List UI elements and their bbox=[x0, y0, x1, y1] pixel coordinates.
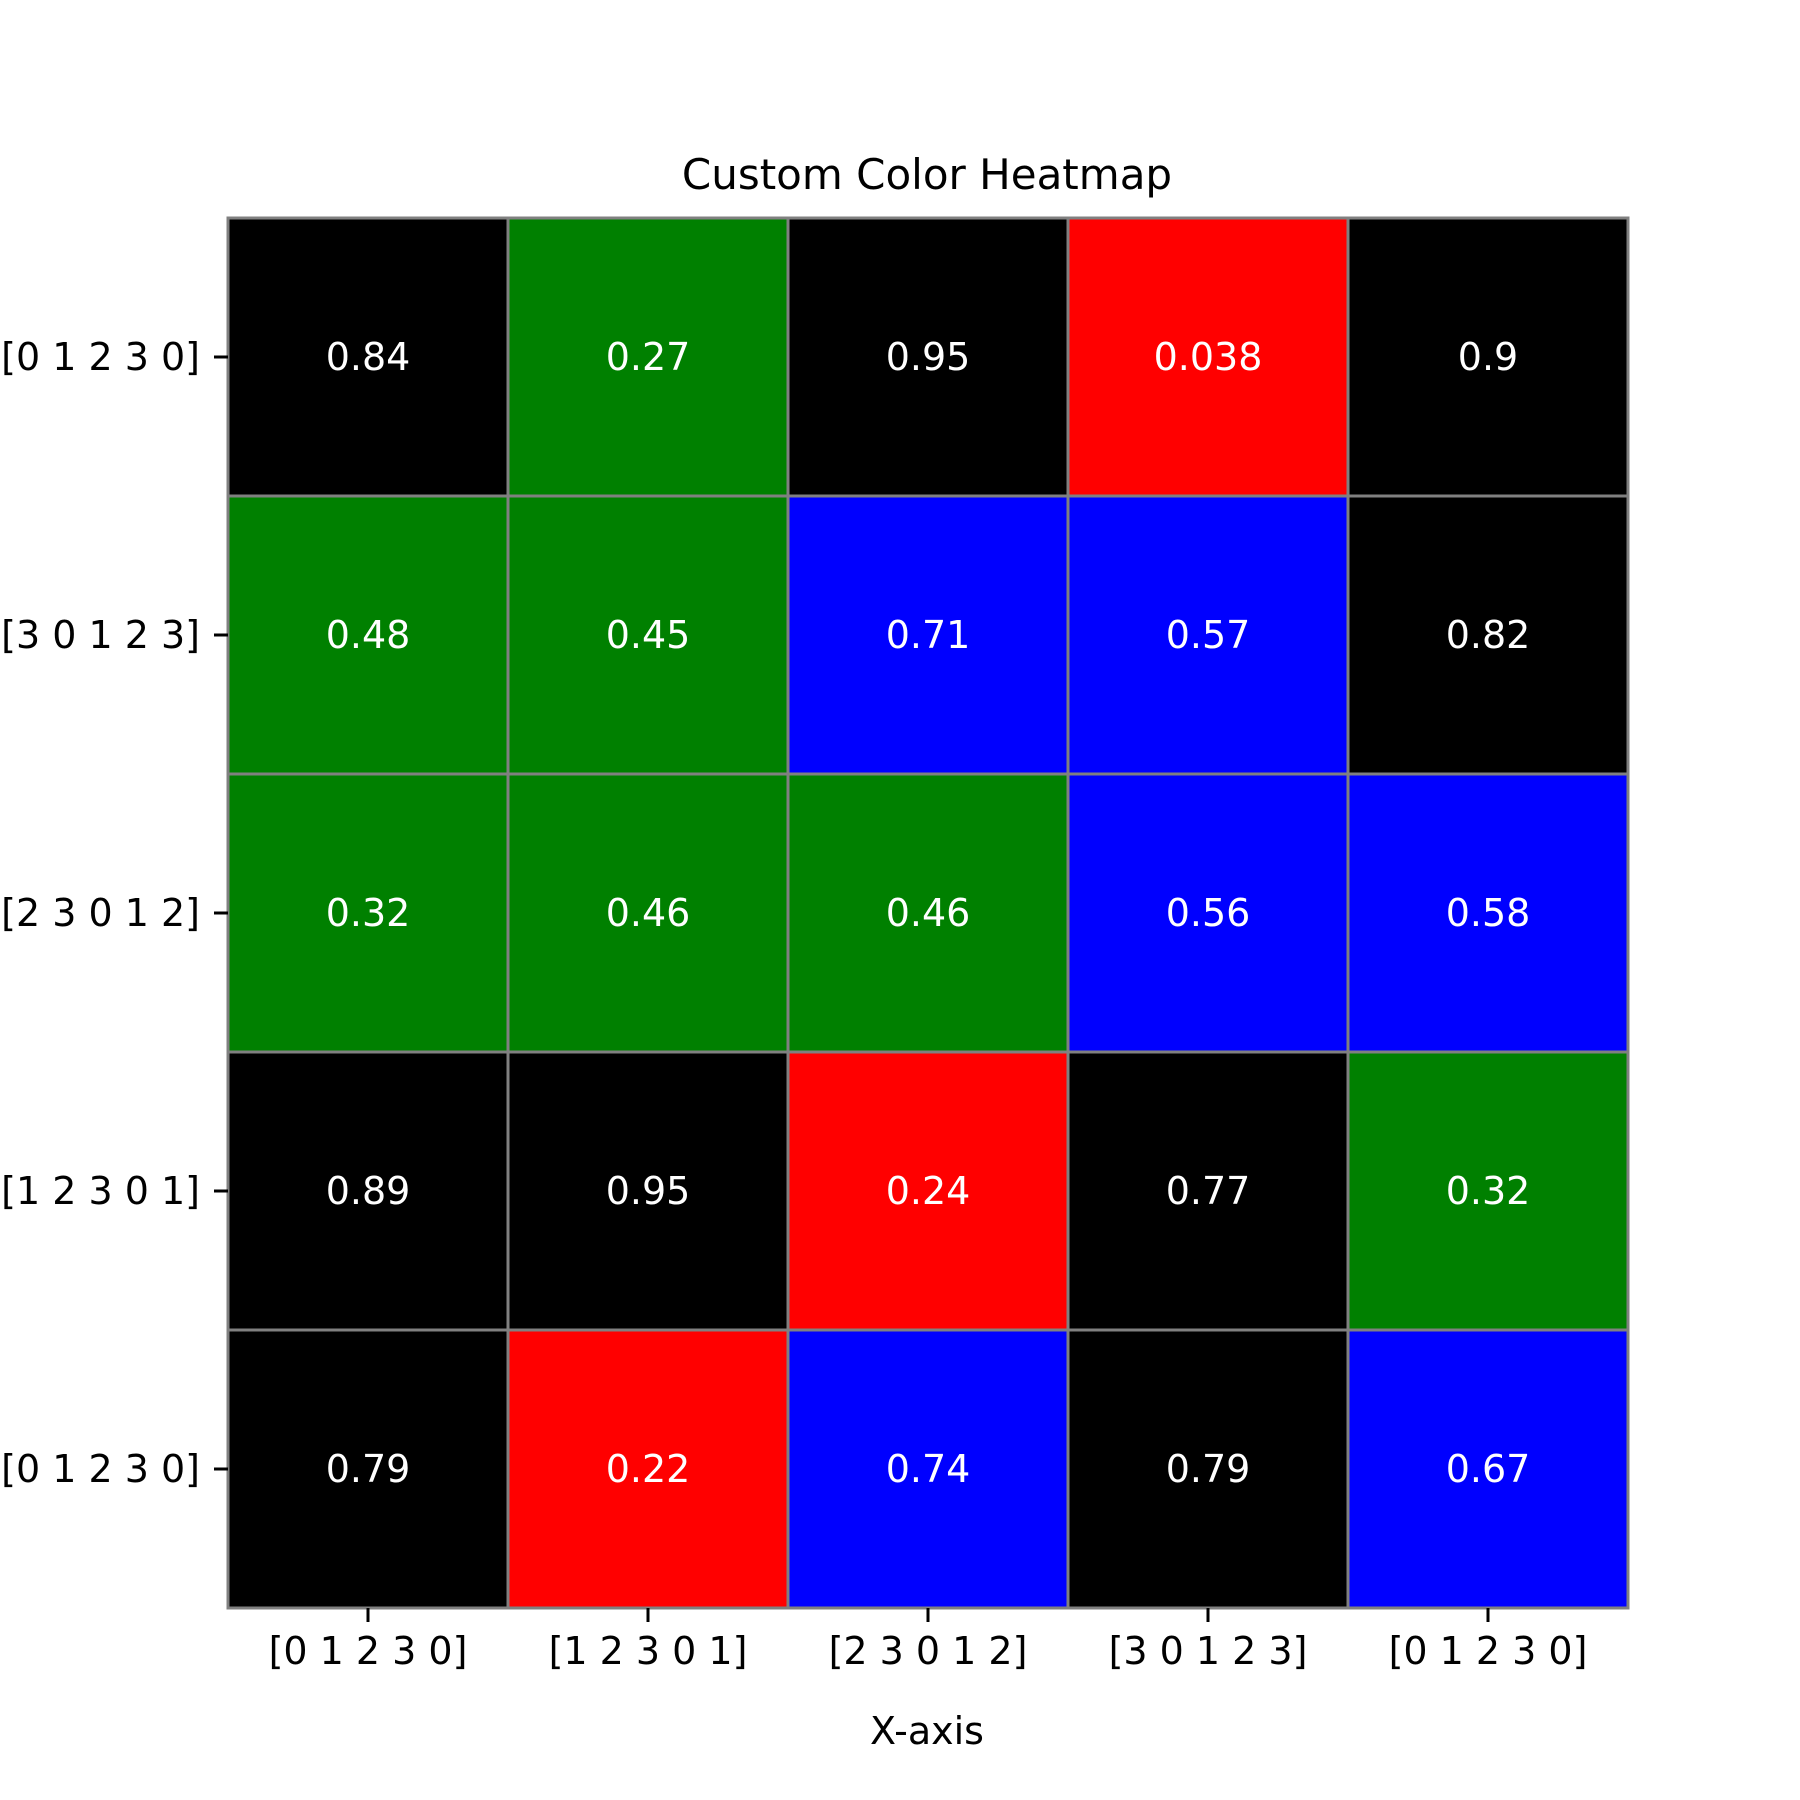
cell-value-label: 0.95 bbox=[606, 1169, 691, 1213]
cell-value-label: 0.24 bbox=[886, 1169, 971, 1213]
cell-value-label: 0.77 bbox=[1166, 1169, 1251, 1213]
cell-value-label: 0.84 bbox=[326, 335, 411, 379]
heatmap-cell bbox=[506, 1328, 790, 1610]
x-tick-label: [0 1 2 3 0] bbox=[1389, 1629, 1588, 1673]
cell-value-label: 0.95 bbox=[886, 335, 971, 379]
heatmap-cell bbox=[1066, 216, 1350, 498]
heatmap-cell bbox=[786, 772, 1070, 1054]
heatmap-cell bbox=[226, 216, 510, 498]
heatmap-cell bbox=[786, 494, 1070, 776]
heatmap-cell bbox=[786, 1328, 1070, 1610]
heatmap-cell bbox=[226, 1328, 510, 1610]
cell-value-label: 0.22 bbox=[606, 1447, 691, 1491]
cell-value-label: 0.038 bbox=[1154, 335, 1263, 379]
heatmap-cell bbox=[1346, 494, 1630, 776]
cell-value-label: 0.79 bbox=[1166, 1447, 1251, 1491]
heatmap-cell bbox=[1346, 1328, 1630, 1610]
cell-value-label: 0.74 bbox=[886, 1447, 971, 1491]
x-axis-label: X-axis bbox=[870, 1709, 984, 1753]
cell-value-label: 0.79 bbox=[326, 1447, 411, 1491]
cell-value-label: 0.89 bbox=[326, 1169, 411, 1213]
cell-value-label: 0.45 bbox=[606, 613, 691, 657]
cell-value-label: 0.48 bbox=[326, 613, 411, 657]
x-tick-label: [1 2 3 0 1] bbox=[549, 1629, 748, 1673]
heatmap-cell-labels: 0.84 0.27 0.95 0.038 0.9 0.48 0.45 0.71 0.57 0.82… bbox=[326, 335, 1531, 1491]
y-tick-label: [2 3 0 1 2] bbox=[1, 891, 200, 935]
heatmap-cell bbox=[1066, 772, 1350, 1054]
cell-value-label: 0.9 bbox=[1458, 335, 1518, 379]
heatmap-cell bbox=[1346, 1050, 1630, 1332]
y-tick-label: [3 0 1 2 3] bbox=[1, 613, 200, 657]
heatmap-cell bbox=[506, 216, 790, 498]
x-axis-ticks: [0 1 2 3 0] [1 2 3 0 1] [2 3 0 1 2] [3 0 1 … bbox=[269, 1608, 1588, 1673]
heatmap-cell bbox=[1066, 1050, 1350, 1332]
heatmap-cell bbox=[1346, 772, 1630, 1054]
heatmap-cell bbox=[1346, 216, 1630, 498]
cell-value-label: 0.32 bbox=[326, 891, 411, 935]
heatmap-cells bbox=[226, 216, 1630, 1610]
cell-value-label: 0.71 bbox=[886, 613, 971, 657]
heatmap-cell bbox=[506, 1050, 790, 1332]
heatmap-cell bbox=[786, 216, 1070, 498]
y-axis-ticks: [0 1 2 3 0] [3 0 1 2 3] [2 3 0 1 2] [1 2 3 … bbox=[1, 335, 228, 1491]
heatmap-cell bbox=[786, 1050, 1070, 1332]
cell-value-label: 0.57 bbox=[1166, 613, 1251, 657]
x-tick-label: [3 0 1 2 3] bbox=[1109, 1629, 1308, 1673]
chart-title: Custom Color Heatmap bbox=[682, 150, 1172, 199]
cell-value-label: 0.58 bbox=[1446, 891, 1531, 935]
cell-value-label: 0.56 bbox=[1166, 891, 1251, 935]
y-tick-label: [1 2 3 0 1] bbox=[1, 1169, 200, 1213]
cell-value-label: 0.46 bbox=[606, 891, 691, 935]
cell-value-label: 0.67 bbox=[1446, 1447, 1531, 1491]
y-tick-label: [0 1 2 3 0] bbox=[1, 335, 200, 379]
y-tick-label: [0 1 2 3 0] bbox=[1, 1447, 200, 1491]
cell-value-label: 0.46 bbox=[886, 891, 971, 935]
cell-value-label: 0.82 bbox=[1446, 613, 1531, 657]
x-tick-label: [2 3 0 1 2] bbox=[829, 1629, 1028, 1673]
heatmap-cell bbox=[226, 494, 510, 776]
heatmap-cell bbox=[506, 772, 790, 1054]
cell-value-label: 0.27 bbox=[606, 335, 691, 379]
x-tick-label: [0 1 2 3 0] bbox=[269, 1629, 468, 1673]
cell-value-label: 0.32 bbox=[1446, 1169, 1531, 1213]
